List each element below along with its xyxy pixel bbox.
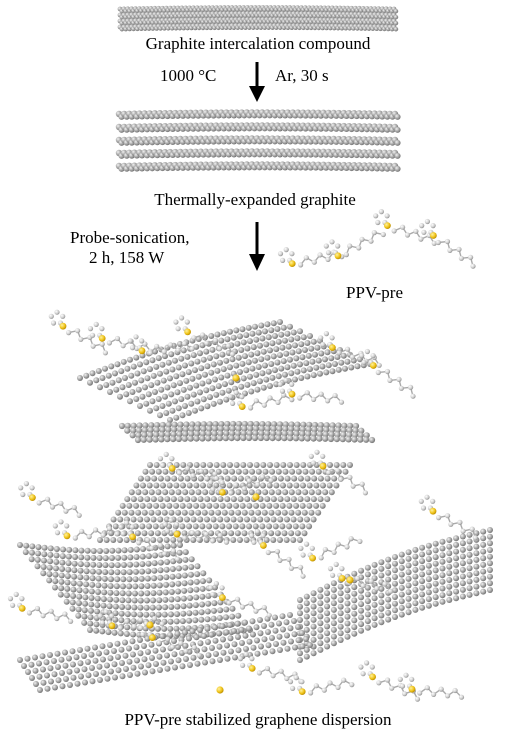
ppv-pre-molecule bbox=[278, 247, 345, 268]
sulfur-atom bbox=[252, 493, 259, 500]
attached-ppv-pre bbox=[228, 390, 295, 411]
attached-ppv-pre bbox=[8, 592, 73, 624]
atmosphere-time-label: Ar, 30 s bbox=[275, 66, 329, 86]
teg-layer bbox=[116, 135, 401, 146]
teg-layer bbox=[116, 148, 401, 159]
teg-layer bbox=[116, 161, 401, 172]
attached-ppv-pre bbox=[53, 519, 120, 540]
sulfur-atom bbox=[216, 686, 223, 693]
temperature-label: 1000 °C bbox=[160, 66, 216, 86]
attached-ppv-pre bbox=[18, 481, 82, 518]
teg-label: Thermally-expanded graphite bbox=[154, 190, 356, 210]
ppv-pre-molecule bbox=[373, 209, 437, 246]
sonication-label-line1: Probe-sonication, bbox=[70, 228, 189, 248]
teg-layer bbox=[116, 109, 401, 120]
attached-ppv-pre bbox=[398, 673, 464, 700]
ppv-pre-label: PPV-pre bbox=[346, 283, 403, 303]
graphene-sheets bbox=[17, 319, 493, 693]
gic-label: Graphite intercalation compound bbox=[146, 34, 371, 54]
attached-ppv-pre bbox=[359, 349, 416, 399]
expanded-graphite-stack bbox=[116, 109, 401, 172]
arrow-1 bbox=[249, 62, 265, 102]
sonication-label-line2: 2 h, 158 W bbox=[89, 248, 164, 268]
graphite-intercalation-stack bbox=[118, 5, 399, 31]
ppv-pre-molecule bbox=[324, 230, 386, 259]
sulfur-atom bbox=[146, 621, 153, 628]
arrow-2 bbox=[249, 222, 265, 271]
graphene-sheet-middle bbox=[119, 421, 375, 443]
attached-ppv-pre bbox=[249, 529, 306, 579]
attached-ppv-pre bbox=[49, 310, 108, 356]
gic-layer bbox=[118, 23, 399, 31]
sulfur-atom bbox=[232, 374, 239, 381]
attached-ppv-pre bbox=[298, 536, 362, 561]
attached-ppv-pre bbox=[278, 378, 344, 405]
teg-layer bbox=[116, 122, 401, 133]
graphene-sheet-center bbox=[97, 462, 353, 543]
sulfur-atom bbox=[346, 576, 353, 583]
ppv-pre-molecule bbox=[419, 219, 476, 269]
dispersion-label: PPV-pre stabilized graphene dispersion bbox=[124, 710, 391, 730]
attached-ppv-pre bbox=[288, 675, 355, 696]
